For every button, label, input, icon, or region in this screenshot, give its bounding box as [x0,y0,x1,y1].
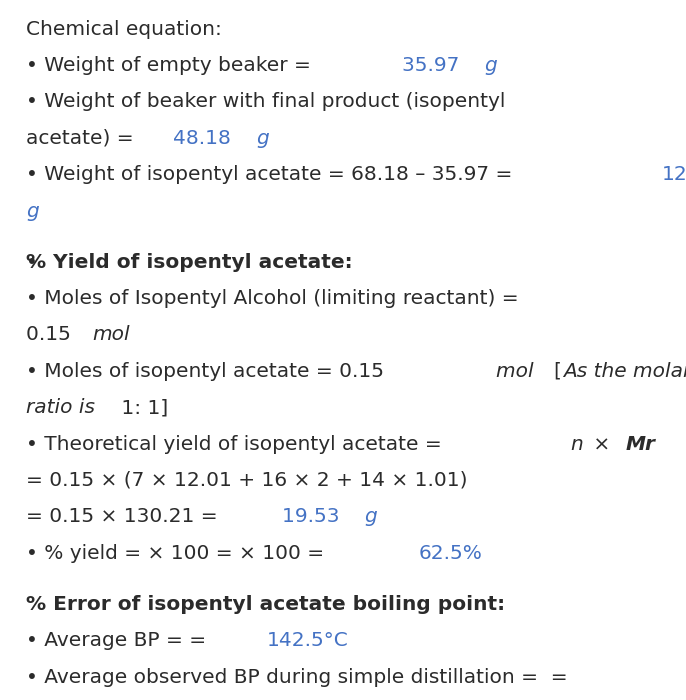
Text: [: [ [553,362,561,381]
Text: mol: mol [92,326,130,344]
Text: As the molar: As the molar [563,362,686,381]
Text: = 0.15 × (7 × 12.01 + 16 × 2 + 14 × 1.01): = 0.15 × (7 × 12.01 + 16 × 2 + 14 × 1.01… [26,471,468,490]
Text: • Theoretical yield of isopentyl acetate =: • Theoretical yield of isopentyl acetate… [26,435,448,454]
Text: 35.97: 35.97 [402,56,466,75]
Text: • Moles of Isopentyl Alcohol (limiting reactant) =: • Moles of Isopentyl Alcohol (limiting r… [26,289,519,308]
Text: • Average observed BP during simple distillation =  =: • Average observed BP during simple dist… [26,668,568,687]
Text: Chemical equation:: Chemical equation: [26,20,222,38]
Text: • % yield = × 100 = × 100 =: • % yield = × 100 = × 100 = [26,544,331,563]
Text: n: n [571,435,584,454]
Text: 62.5%: 62.5% [419,544,483,563]
Text: g: g [26,202,39,220]
Text: • Weight of isopentyl acetate = 68.18 – 35.97 =: • Weight of isopentyl acetate = 68.18 – … [26,165,519,184]
Text: = 0.15 × 130.21 =: = 0.15 × 130.21 = [26,508,224,526]
Text: 0.15: 0.15 [26,326,78,344]
Text: ratio is: ratio is [26,398,95,417]
Text: 1: 1]: 1: 1] [115,398,168,417]
Text: 48.18: 48.18 [173,129,237,148]
Text: g: g [364,508,377,526]
Text: % Yield of isopentyl acetate:: % Yield of isopentyl acetate: [26,253,353,272]
Text: 19.53: 19.53 [281,508,346,526]
Text: • Weight of beaker with final product (isopentyl: • Weight of beaker with final product (i… [26,92,506,111]
Text: % Error of isopentyl acetate boiling point:: % Error of isopentyl acetate boiling poi… [26,595,505,614]
Text: mol: mol [496,362,541,381]
Text: g: g [484,56,497,75]
Text: •: • [26,253,45,272]
Text: • Moles of isopentyl acetate = 0.15: • Moles of isopentyl acetate = 0.15 [26,362,390,381]
Text: Mr: Mr [626,435,655,454]
Text: 12.21: 12.21 [662,165,686,184]
Text: • Weight of empty beaker =: • Weight of empty beaker = [26,56,318,75]
Text: acetate) =: acetate) = [26,129,140,148]
Text: • Average BP = =: • Average BP = = [26,631,213,650]
Text: 142.5°C: 142.5°C [267,631,348,650]
Text: ×: × [587,435,617,454]
Text: g: g [256,129,269,148]
